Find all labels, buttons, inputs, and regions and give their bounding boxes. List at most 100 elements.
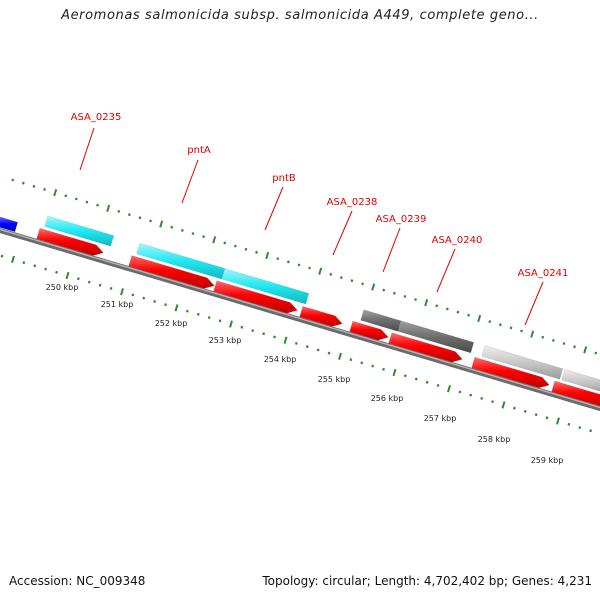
gene-feature-asa-0235[interactable] (44, 215, 115, 247)
inner-major-tick (120, 288, 124, 296)
inner-minor-tick (469, 393, 473, 397)
outer-minor-tick (392, 291, 396, 295)
inner-minor-tick (360, 361, 364, 365)
gene-label-leader-6 (524, 281, 544, 326)
inner-major-tick (501, 401, 506, 409)
inner-minor-tick (578, 426, 582, 430)
inner-minor-tick (218, 319, 222, 323)
outer-minor-tick (223, 241, 227, 245)
outer-minor-tick (11, 178, 15, 182)
inner-minor-tick (523, 409, 527, 413)
inner-minor-tick (458, 390, 462, 394)
inner-minor-tick (403, 374, 407, 378)
outer-minor-tick (138, 216, 142, 220)
outer-minor-tick (127, 213, 131, 217)
inner-minor-tick (196, 312, 200, 316)
outer-minor-tick (456, 310, 460, 314)
scale-label-6: 256 kbp (371, 394, 404, 403)
outer-minor-tick (382, 288, 386, 292)
outer-major-tick (53, 189, 58, 197)
inner-minor-tick (294, 341, 298, 345)
gene-label-leader-5 (436, 248, 456, 293)
outer-major-tick (424, 299, 429, 307)
inner-minor-tick (109, 286, 113, 290)
gene-label-5[interactable]: ASA_0240 (432, 235, 483, 246)
cds-arrow-pntb[interactable] (213, 280, 298, 314)
inner-minor-tick (164, 303, 167, 307)
inner-minor-tick (327, 351, 331, 355)
cds-arrow-pnta[interactable] (128, 255, 215, 289)
outer-major-tick (530, 330, 535, 338)
inner-minor-tick (371, 364, 375, 368)
scale-label-4: 254 kbp (264, 355, 297, 364)
outer-minor-tick (308, 266, 311, 270)
outer-major-tick (159, 220, 164, 228)
outer-minor-tick (43, 187, 46, 191)
gene-label-6[interactable]: ASA_0241 (518, 268, 569, 279)
outer-minor-tick (403, 294, 407, 298)
inner-minor-tick (251, 329, 255, 333)
gene-feature-next[interactable] (561, 369, 600, 394)
scale-label-0: 250 kbp (46, 283, 79, 292)
inner-minor-tick (491, 400, 494, 404)
outer-minor-tick (276, 257, 280, 261)
gene-label-leader-0 (79, 127, 95, 171)
outer-minor-tick (117, 209, 121, 213)
inner-minor-tick (22, 261, 26, 265)
gene-feature-pntb[interactable] (221, 268, 310, 305)
inner-minor-tick (436, 383, 440, 387)
scale-label-5: 255 kbp (318, 375, 351, 384)
outer-minor-tick (445, 307, 449, 311)
gene-features (0, 215, 600, 408)
outer-minor-tick (520, 329, 523, 333)
inner-major-tick (229, 320, 233, 328)
inner-minor-tick (349, 358, 353, 362)
outer-minor-tick (64, 194, 68, 198)
outer-minor-tick (467, 313, 470, 317)
outer-minor-tick (541, 335, 545, 339)
inner-major-tick (11, 255, 15, 263)
gene-label-0[interactable]: ASA_0235 (71, 112, 122, 123)
cds-arrow-asa-0235[interactable] (36, 227, 104, 256)
gene-label-1[interactable]: pntA (187, 145, 211, 156)
gene-feature-asa-0240[interactable] (397, 320, 475, 354)
tick-marks (0, 178, 598, 433)
inner-major-tick (447, 385, 451, 393)
scale-label-1: 251 kbp (101, 300, 134, 309)
cds-arrow-asa-0239[interactable] (349, 320, 389, 341)
outer-minor-tick (170, 225, 174, 229)
inner-minor-tick (207, 316, 211, 320)
cds-arrow-asa-0241[interactable] (471, 356, 550, 389)
outer-major-tick (106, 204, 111, 212)
gene-feature-asa-0241[interactable] (481, 345, 564, 380)
scale-label-3: 253 kbp (209, 336, 242, 345)
gene-label-3[interactable]: ASA_0238 (327, 197, 378, 208)
inner-minor-tick (414, 377, 418, 381)
cds-arrow-asa-0240[interactable] (388, 332, 463, 363)
cds-arrow-next[interactable] (551, 380, 600, 408)
gene-label-2[interactable]: pntB (272, 173, 296, 184)
outer-major-tick (318, 267, 323, 275)
gene-label-leader-1 (181, 159, 199, 204)
outer-minor-tick (191, 232, 195, 236)
outer-major-tick (212, 236, 217, 244)
inner-minor-tick (33, 264, 37, 268)
outer-minor-tick (255, 250, 258, 254)
scale-label-9: 259 kbp (531, 456, 564, 465)
genome-backbone (0, 227, 600, 412)
inner-minor-tick (262, 332, 266, 336)
inner-minor-tick (0, 254, 4, 258)
outer-minor-tick (350, 279, 354, 283)
outer-major-tick (477, 314, 482, 323)
outer-minor-tick (329, 272, 333, 276)
inner-minor-tick (240, 325, 244, 329)
inner-minor-tick (142, 296, 146, 300)
cds-arrow-asa-0238[interactable] (299, 305, 343, 327)
inner-minor-tick (131, 293, 135, 297)
inner-minor-tick (273, 335, 276, 339)
inner-minor-tick (87, 280, 91, 284)
outer-minor-tick (180, 228, 184, 232)
gene-label-4[interactable]: ASA_0239 (376, 214, 427, 225)
gene-feature-blue[interactable] (0, 216, 19, 233)
